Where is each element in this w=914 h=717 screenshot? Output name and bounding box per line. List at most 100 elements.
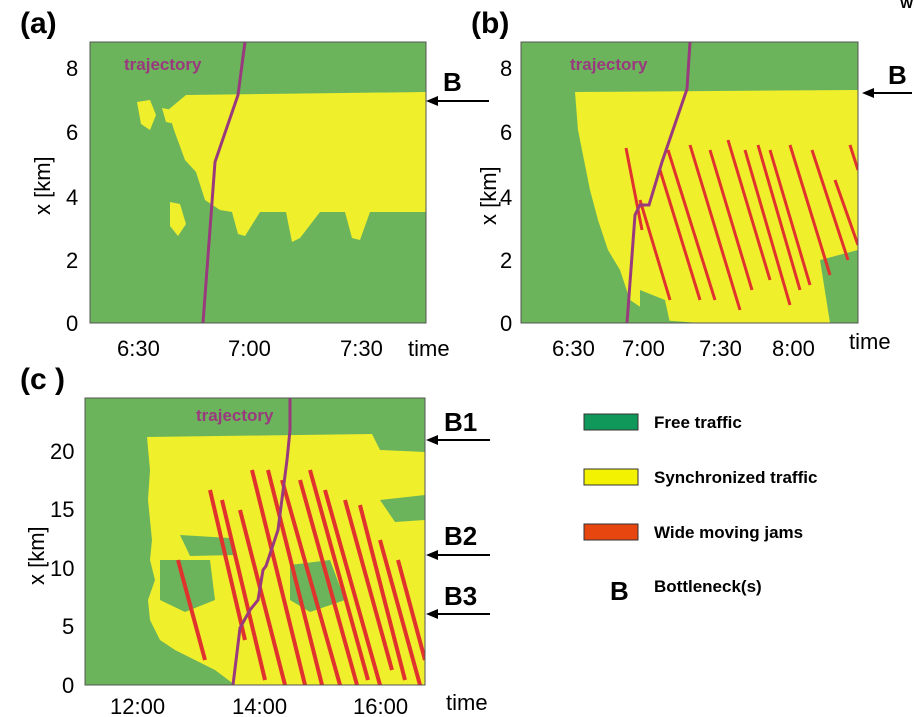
legend-item-bottleneck: B Bottleneck(s) [610, 576, 762, 606]
panel-b-ylabel: x [km] [476, 166, 501, 225]
panel-b-free-notch-1 [820, 250, 858, 323]
legend-swatch-jam [583, 523, 639, 541]
panel-a-ytick: 2 [66, 248, 78, 273]
panel-b-jam [688, 144, 742, 311]
panel-b-ytick: 4 [500, 185, 512, 210]
panel-a-trajectory-label: trajectory [124, 55, 202, 74]
panel-b-ytick: 6 [500, 120, 512, 145]
panel-c-label: (c ) [20, 363, 65, 396]
legend-swatch-free [583, 413, 639, 431]
panel-a-ytick: 6 [66, 120, 78, 145]
panel-c-xtick: 12:00 [110, 694, 165, 717]
panel-b-jam [788, 144, 832, 276]
panel-c-y-ticks: 0 5 10 15 20 [50, 439, 74, 698]
panel-b-jam [810, 149, 850, 261]
panel-b-jam [743, 149, 792, 306]
panel-c-bottleneck-b2-label: B2 [444, 521, 477, 551]
panel-c-jam [280, 479, 342, 685]
panel-a-plot-frame [89, 41, 427, 324]
legend-item-sync: Synchronized traffic [583, 468, 817, 487]
panel-a-bottleneck-label: B [443, 67, 462, 97]
panel-c-jam [358, 504, 407, 681]
panel-c-free-island-4 [380, 495, 425, 522]
panel-c: trajectory (c ) x [km] 0 5 10 15 20 12:0… [20, 363, 490, 717]
panel-a-ytick: 8 [66, 56, 78, 81]
panel-c-ytick: 20 [50, 439, 74, 464]
panel-c-jam [396, 559, 425, 661]
panel-b-bottleneck-arrow [862, 88, 912, 98]
panel-b-plot-frame [520, 41, 859, 324]
panel-a: trajectory (a) x [km] 0 2 4 6 8 6:30 7:0… [20, 7, 489, 361]
panel-c-ytick: 10 [50, 556, 74, 581]
panel-a-label: (a) [20, 7, 57, 40]
panel-c-jam [266, 469, 324, 685]
panel-a-trajectory [201, 41, 247, 324]
legend-label-bottleneck: Bottleneck(s) [654, 577, 762, 596]
legend-item-jam: Wide moving jams [583, 523, 803, 542]
panel-b-xtick: 7:00 [622, 336, 665, 361]
panel-b-xlabel: time [849, 329, 891, 354]
panel-a-xtick: 7:30 [340, 336, 383, 361]
legend-label-free: Free traffic [654, 413, 742, 432]
panel-b-jam [658, 169, 702, 301]
panel-b-ytick: 2 [500, 248, 512, 273]
panel-c-plot-frame [84, 397, 426, 686]
panel-c-synchronized-region [147, 434, 425, 685]
panel-c-ytick: 0 [62, 673, 74, 698]
panel-b-trajectory [625, 41, 692, 324]
panel-a-ytick: 0 [66, 311, 78, 336]
panel-b-jam [666, 149, 717, 301]
panel-b-jam [833, 179, 858, 246]
panel-c-jam [298, 479, 359, 685]
panel-b-x-ticks: 6:30 7:00 7:30 8:00 time [552, 329, 891, 361]
panel-b-ytick: 0 [500, 311, 512, 336]
panel-b-jam [624, 147, 644, 231]
panel-a-sync-blob-1 [137, 100, 156, 130]
panel-c-x-ticks: 12:00 14:00 16:00 time [110, 690, 488, 717]
panel-a-x-ticks: 6:30 7:00 7:30 time [117, 336, 450, 361]
panel-b: trajectory (b) x [km] 0 2 4 6 8 6:30 7:0… [471, 0, 914, 361]
panel-b-jam [638, 199, 672, 301]
panel-c-jam [176, 559, 207, 661]
legend-bottleneck-symbol: B [610, 576, 629, 606]
legend: Free traffic Synchronized traffic Wide m… [583, 413, 817, 606]
panel-c-ylabel: x [km] [24, 526, 49, 585]
panel-b-xtick: 7:30 [699, 336, 742, 361]
panel-c-bottleneck-b3-label: B3 [444, 581, 477, 611]
panel-c-trajectory [231, 398, 292, 686]
panel-c-jam [250, 469, 307, 685]
corner-text: W [900, 0, 914, 11]
panel-b-bottleneck-label: B [888, 60, 907, 90]
panel-a-synchronized-region [168, 92, 426, 242]
panel-c-bottleneck-b1-label: B1 [444, 407, 477, 437]
panel-a-sync-blob-3 [162, 108, 176, 124]
panel-c-xtick: 14:00 [232, 694, 287, 717]
panel-b-ytick: 8 [500, 56, 512, 81]
panel-b-label: (b) [471, 7, 509, 40]
panel-c-jam [323, 489, 382, 685]
panel-c-jam [220, 499, 267, 681]
legend-label-jam: Wide moving jams [654, 523, 803, 542]
panel-a-xtick: 7:00 [228, 336, 271, 361]
panel-c-bottleneck-b3-arrow [426, 609, 490, 619]
panel-b-synchronized-region [575, 90, 858, 323]
panel-b-wide-moving-jams [624, 139, 858, 311]
panel-b-xtick: 8:00 [772, 336, 815, 361]
panel-b-jam [848, 144, 858, 171]
panel-c-trajectory-label: trajectory [196, 406, 274, 425]
panel-c-jam [208, 489, 247, 641]
panel-a-bottleneck-arrow [426, 96, 489, 106]
panel-c-jam [238, 509, 287, 685]
panel-c-bottleneck-b1-arrow [426, 435, 490, 445]
panel-a-ylabel: x [km] [30, 156, 55, 215]
panel-c-jam [308, 469, 370, 681]
panel-a-xtick: 6:30 [117, 336, 160, 361]
panel-b-jam [768, 149, 812, 286]
panel-c-free-island-1 [160, 560, 215, 612]
panel-b-y-ticks: 0 2 4 6 8 [500, 56, 512, 336]
panel-c-xtick: 16:00 [353, 694, 408, 717]
panel-a-xlabel: time [408, 336, 450, 361]
panel-b-trajectory-label: trajectory [570, 55, 648, 74]
panel-a-y-ticks: 0 2 4 6 8 [66, 56, 78, 336]
